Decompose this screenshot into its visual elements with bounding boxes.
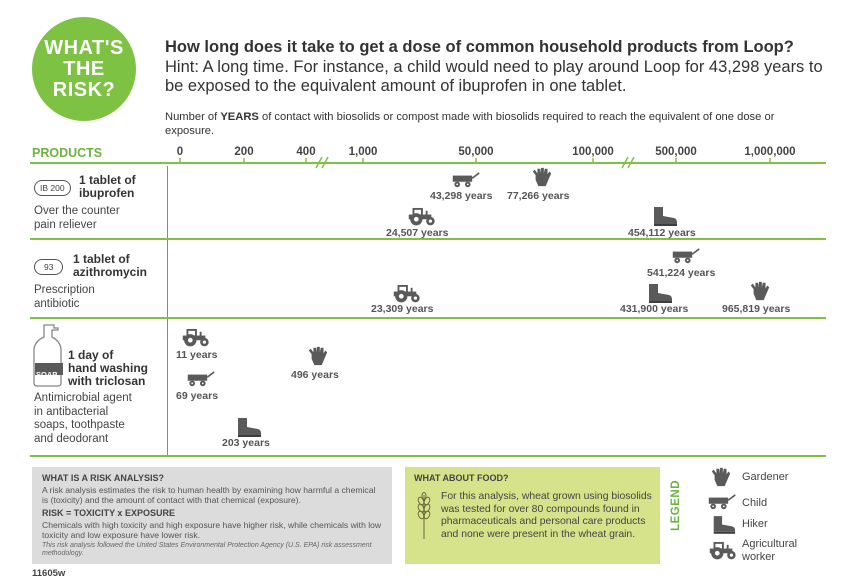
child-wagon-icon bbox=[186, 371, 216, 387]
intro-after: of contact with biosolids or compost mad… bbox=[165, 111, 775, 137]
axis-tick: 1,000,000 bbox=[744, 146, 796, 158]
products-header: PRODUCTS bbox=[32, 146, 103, 160]
value-azithromycin-gardener: 965,819 years bbox=[722, 303, 791, 315]
product-name-line: hand washing bbox=[68, 361, 149, 375]
product-desc-azithromycin: Prescription antibiotic bbox=[34, 284, 95, 311]
value-azithromycin-hiker: 431,900 years bbox=[620, 303, 689, 315]
legend-agricultural: Agricultural worker bbox=[742, 538, 797, 564]
hiker-boot-icon bbox=[238, 418, 261, 437]
legend-agricultural-tractor-icon bbox=[709, 541, 736, 560]
legend-agricultural-line: worker bbox=[742, 551, 776, 563]
value-ibuprofen-gardener: 77,266 years bbox=[507, 190, 570, 202]
product-desc-line: Over the counter bbox=[34, 205, 120, 217]
product-desc-line: pain reliever bbox=[34, 218, 97, 231]
row-divider bbox=[30, 317, 826, 319]
axis-tick: 1,000 bbox=[348, 146, 378, 158]
axis-tick: 0 bbox=[176, 146, 184, 158]
axis-tick: 200 bbox=[234, 146, 254, 158]
product-name-line: 1 tablet of bbox=[79, 173, 136, 187]
intro-before: Number of bbox=[165, 111, 221, 123]
risk-heading: WHAT IS A RISK ANALYSIS? bbox=[42, 473, 165, 483]
pill-azithromycin: 93 bbox=[34, 259, 64, 275]
column-divider bbox=[167, 166, 168, 456]
food-heading: WHAT ABOUT FOOD? bbox=[414, 473, 509, 483]
product-desc-line: Antimicrobial agent bbox=[34, 392, 132, 404]
value-triclosan-agricultural: 11 years bbox=[176, 349, 218, 361]
axis-tick: 500,000 bbox=[655, 146, 697, 158]
badge-line-3: RISK? bbox=[52, 78, 116, 101]
row-divider bbox=[30, 455, 826, 457]
product-name-line: 1 day of bbox=[68, 348, 114, 362]
product-desc-line: soaps, toothpaste bbox=[34, 419, 125, 431]
gardener-glove-icon bbox=[750, 281, 770, 301]
intro-text: Number of YEARS of contact with biosolid… bbox=[165, 110, 785, 138]
risk-formula: RISK = TOXICITY x EXPOSURE bbox=[42, 508, 175, 518]
child-wagon-icon bbox=[671, 248, 701, 264]
value-triclosan-child: 69 years bbox=[176, 390, 219, 402]
legend-gardener: Gardener bbox=[742, 471, 789, 483]
value-ibuprofen-child: 43,298 years bbox=[430, 190, 493, 202]
legend-title: LEGEND bbox=[670, 480, 682, 531]
risk-text-2: Chemicals with high toxicity and high ex… bbox=[42, 520, 382, 540]
product-desc-line: antibiotic bbox=[34, 297, 80, 310]
hiker-boot-icon bbox=[649, 284, 672, 303]
soap-bottle-icon bbox=[33, 324, 63, 387]
legend-hiker: Hiker bbox=[742, 518, 768, 530]
product-desc-line: in antibacterial bbox=[34, 405, 109, 418]
value-triclosan-gardener: 496 years bbox=[291, 369, 339, 381]
footer-code: 11605w bbox=[32, 568, 66, 579]
value-azithromycin-agricultural: 23,309 years bbox=[371, 303, 434, 315]
product-name-ibuprofen: 1 tablet of ibuprofen bbox=[79, 174, 136, 200]
gardener-glove-icon bbox=[532, 167, 552, 187]
hint-text: Hint: A long time. For instance, a child… bbox=[165, 58, 823, 95]
axis-tick: 50,000 bbox=[458, 146, 494, 158]
agricultural-tractor-icon bbox=[182, 328, 209, 347]
food-box: WHAT ABOUT FOOD? For this analysis, whea… bbox=[405, 467, 660, 564]
value-triclosan-hiker: 203 years bbox=[222, 437, 270, 449]
legend-child-wagon-icon bbox=[707, 494, 737, 510]
product-name-triclosan: 1 day of hand washing with triclosan bbox=[68, 349, 148, 388]
child-wagon-icon bbox=[451, 172, 481, 188]
product-name-line: 1 tablet of bbox=[73, 252, 130, 266]
agricultural-tractor-icon bbox=[393, 284, 420, 303]
badge-line-1: WHAT'S bbox=[44, 36, 124, 59]
risk-badge: WHAT'S THE RISK? bbox=[32, 17, 136, 121]
row-divider bbox=[30, 238, 826, 240]
value-ibuprofen-hiker: 454,112 years bbox=[628, 227, 696, 239]
product-desc-ibuprofen: Over the counter pain reliever bbox=[34, 205, 120, 232]
risk-analysis-box: WHAT IS A RISK ANALYSIS? A risk analysis… bbox=[32, 467, 392, 564]
product-name-azithromycin: 1 tablet of azithromycin bbox=[73, 253, 147, 279]
value-ibuprofen-agricultural: 24,507 years bbox=[386, 227, 449, 239]
intro-bold: YEARS bbox=[220, 111, 259, 123]
badge-line-2: THE bbox=[63, 57, 105, 80]
hiker-boot-icon bbox=[654, 207, 677, 226]
legend-hiker-boot-icon bbox=[713, 516, 736, 534]
risk-note: This risk analysis followed the United S… bbox=[42, 542, 372, 557]
page-title: How long does it take to get a dose of c… bbox=[165, 38, 794, 56]
axis-tick: 100,000 bbox=[572, 146, 614, 158]
product-desc-line: Prescription bbox=[34, 284, 95, 296]
product-name-line: azithromycin bbox=[73, 265, 148, 279]
risk-text: A risk analysis estimates the risk to hu… bbox=[42, 485, 376, 505]
product-name-line: ibuprofen bbox=[79, 186, 135, 200]
axis-tick: 400 bbox=[296, 146, 316, 158]
pill-ibuprofen: IB 200 bbox=[34, 180, 71, 196]
product-name-line: with triclosan bbox=[68, 374, 146, 388]
product-desc-triclosan: Antimicrobial agent in antibacterial soa… bbox=[34, 392, 132, 446]
value-azithromycin-child: 541,224 years bbox=[647, 267, 716, 279]
agricultural-tractor-icon bbox=[408, 207, 435, 226]
legend-agricultural-line: Agricultural bbox=[742, 538, 798, 550]
food-text: For this analysis, wheat grown using bio… bbox=[441, 491, 652, 540]
soap-label: SOAP bbox=[36, 370, 58, 379]
legend-child: Child bbox=[742, 497, 768, 509]
legend-gardener-glove-icon bbox=[711, 467, 731, 487]
product-desc-line: and deodorant bbox=[34, 432, 109, 445]
gardener-glove-icon bbox=[308, 346, 328, 366]
wheat-icon bbox=[416, 492, 432, 539]
axis-line bbox=[30, 156, 826, 169]
